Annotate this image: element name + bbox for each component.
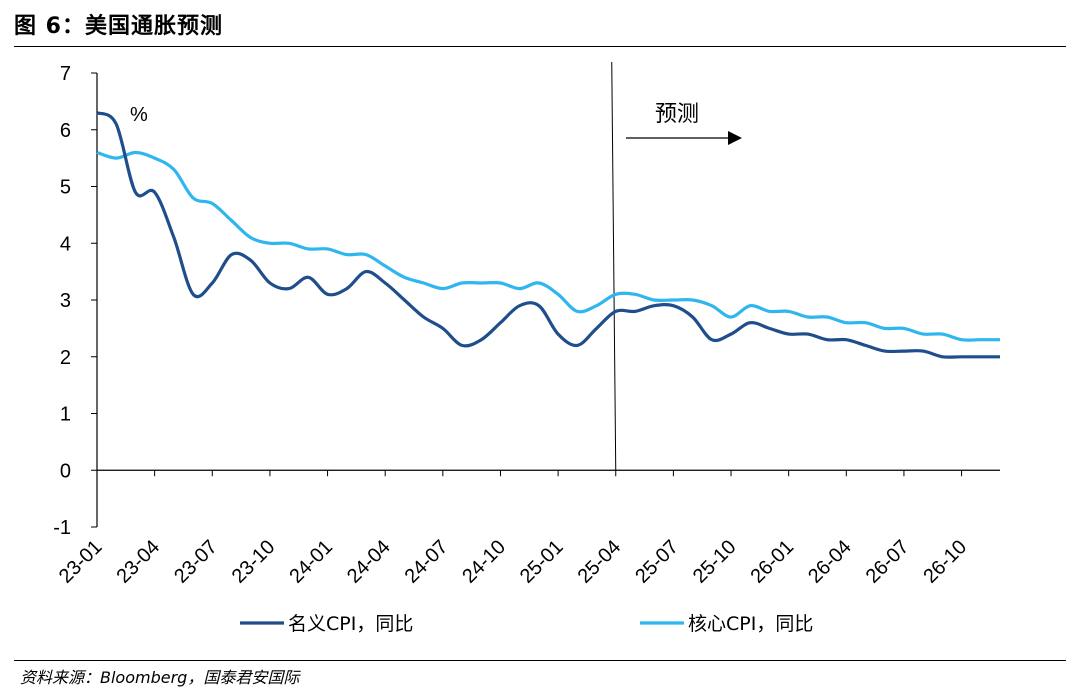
source-rule xyxy=(14,660,1066,661)
y-tick-label: 4 xyxy=(60,233,71,255)
y-tick-label: 5 xyxy=(60,177,71,199)
chart-annotations: % 预测 xyxy=(130,102,742,145)
x-tick-label: 26-04 xyxy=(804,536,856,588)
x-tick-label: 26-10 xyxy=(919,536,971,588)
forecast-divider xyxy=(611,61,617,471)
title-rule xyxy=(14,46,1066,47)
series-line xyxy=(96,111,1000,359)
y-tick-label: 6 xyxy=(60,120,71,142)
line-chart: -1 0 1 2 3 4 5 6 7 23-01 23-04 23-07 23-10 24-01 24-04… xyxy=(53,61,1000,635)
x-tick-label: 23-10 xyxy=(228,536,280,588)
x-tick-label: 23-07 xyxy=(170,536,222,588)
x-tick-label: 24-04 xyxy=(343,536,395,588)
chart-legend: 名义CPI，同比 核心CPI，同比 xyxy=(240,613,813,635)
figure-title: 图 6：美国通胀预测 xyxy=(14,14,223,39)
x-tick-label: 26-07 xyxy=(862,536,914,588)
forecast-arrow-head xyxy=(728,131,742,145)
x-tick-label: 23-04 xyxy=(112,536,164,588)
y-tick-label: 0 xyxy=(60,460,71,482)
x-tick-label: 24-10 xyxy=(458,536,510,588)
x-tick-label: 25-10 xyxy=(689,536,741,588)
y-tick-label: 2 xyxy=(60,347,71,369)
x-tick-label: 24-01 xyxy=(285,536,337,588)
source-note: 资料来源：Bloomberg，国泰君安国际 xyxy=(20,668,300,687)
x-tick-label: 25-04 xyxy=(574,536,626,588)
chart-axes: -1 0 1 2 3 4 5 6 7 23-01 23-04 23-07 23-10 24-01 24-04… xyxy=(53,61,1000,588)
y-tick-label: 1 xyxy=(60,404,71,426)
x-tick-label: 24-07 xyxy=(401,536,453,588)
y-tick-label: 7 xyxy=(60,63,71,85)
y-tick-label: 3 xyxy=(60,290,71,312)
series-line xyxy=(96,150,1000,342)
legend-label: 名义CPI，同比 xyxy=(288,613,413,635)
legend-label: 核心CPI，同比 xyxy=(688,613,813,635)
y-unit-label: % xyxy=(130,104,148,126)
x-tick-label: 25-01 xyxy=(516,536,568,588)
x-tick-label: 26-01 xyxy=(746,536,798,588)
series-layer xyxy=(96,111,1000,359)
x-tick-label: 23-01 xyxy=(55,536,107,588)
forecast-label: 预测 xyxy=(655,102,699,127)
x-tick-label: 25-07 xyxy=(631,536,683,588)
y-tick-label: -1 xyxy=(53,517,71,539)
